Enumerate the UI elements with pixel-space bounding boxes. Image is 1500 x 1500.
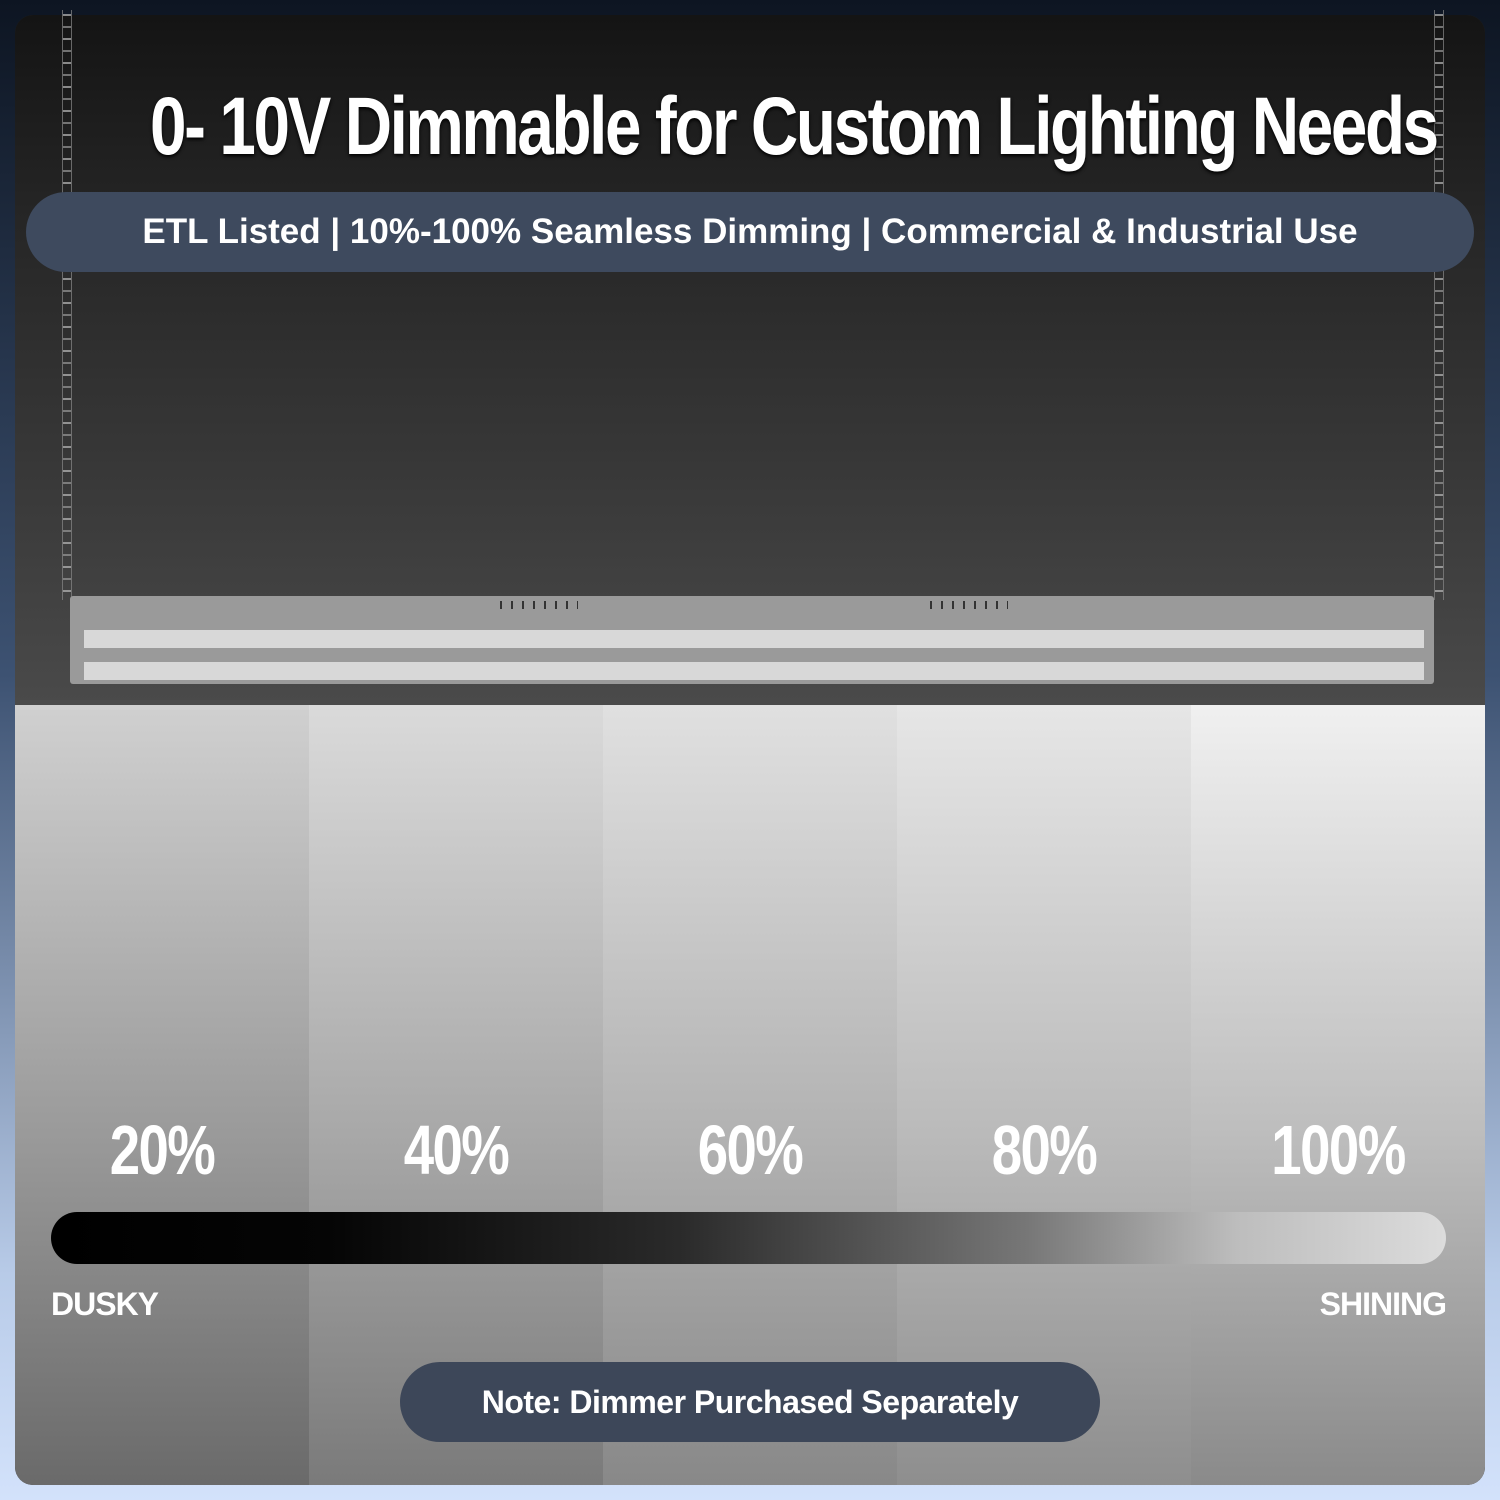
level-label-100: 100% <box>1271 1111 1406 1189</box>
brightness-columns <box>15 705 1485 1485</box>
headline: 0- 10V Dimmable for Custom Lighting Need… <box>150 81 1439 172</box>
column-40 <box>309 705 603 1485</box>
column-80 <box>897 705 1191 1485</box>
led-shop-light-fixture <box>70 596 1434 684</box>
left-hanging-chain <box>62 10 72 600</box>
level-label-40: 40% <box>403 1111 510 1189</box>
shining-label: SHINING <box>1319 1286 1447 1322</box>
level-label-20: 20% <box>109 1111 216 1189</box>
level-label-60: 60% <box>697 1111 804 1189</box>
vent-slots <box>500 601 578 609</box>
column-60 <box>603 705 897 1485</box>
right-hanging-chain <box>1434 10 1444 600</box>
feature-banner: ETL Listed | 10%-100% Seamless Dimming |… <box>26 192 1474 272</box>
vent-slots <box>930 601 1008 609</box>
led-strip <box>84 662 1424 680</box>
brightness-gradient-bar <box>51 1212 1446 1264</box>
column-100 <box>1191 705 1485 1485</box>
led-strip <box>84 630 1424 648</box>
dimmer-note: Note: Dimmer Purchased Separately <box>400 1362 1100 1442</box>
level-label-80: 80% <box>991 1111 1098 1189</box>
dusky-label: DUSKY <box>51 1286 159 1322</box>
dark-ceiling-background <box>15 15 1485 705</box>
column-20 <box>15 705 309 1485</box>
